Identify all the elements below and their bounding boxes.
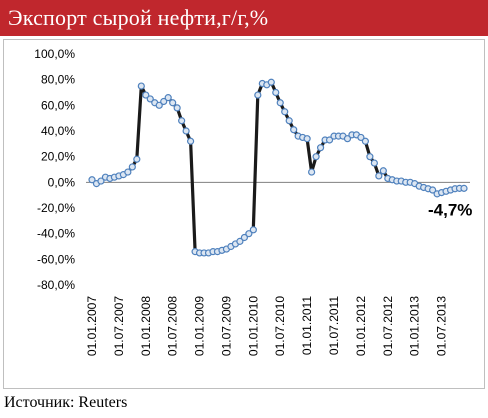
data-point [182, 127, 190, 135]
data-point [178, 117, 186, 125]
plot-area [88, 78, 468, 257]
data-point [88, 176, 96, 184]
data-point [370, 159, 378, 167]
data-point [160, 97, 168, 106]
data-point [254, 91, 262, 99]
line-chart: -80,0% -60,0% -40,0% -20,0% 0,0% 20,0% 40,0% 60… [34, 47, 472, 356]
data-point [312, 153, 320, 161]
x-tick-label: 01.07.2008 [166, 296, 180, 356]
y-tick-label: -20,0% [37, 201, 75, 215]
data-point [146, 95, 154, 103]
data-point [276, 99, 284, 107]
y-tick-label: -60,0% [37, 252, 75, 266]
data-point [187, 137, 195, 145]
source-note: Источник: Reuters [4, 394, 128, 411]
x-tick-label: 01.07.2011 [327, 296, 341, 355]
data-point [97, 177, 105, 185]
data-point [272, 88, 280, 97]
y-tick-label: 40,0% [41, 124, 75, 138]
data-point [290, 126, 298, 134]
data-point [245, 230, 253, 238]
data-point [240, 233, 248, 242]
data-point [460, 184, 468, 192]
x-tick-label: 01.07.2007 [112, 296, 126, 356]
data-point [173, 104, 181, 112]
y-tick-label: 20,0% [41, 150, 75, 164]
x-axis: 01.01.2007 01.07.2007 01.01.2008 01.07.2008… [85, 181, 470, 356]
series-line [90, 80, 464, 255]
y-tick-label: 80,0% [41, 73, 75, 87]
data-point [169, 99, 177, 107]
x-tick-label: 01.01.2007 [85, 296, 99, 356]
x-tick-label: 01.01.2012 [354, 296, 368, 356]
x-tick-label: 01.01.2008 [139, 296, 153, 356]
x-tick-label: 01.01.2010 [246, 296, 260, 356]
x-tick-label: 01.01.2013 [408, 296, 422, 356]
data-point [366, 153, 374, 161]
data-point [375, 172, 383, 180]
data-point [308, 168, 316, 176]
data-point [249, 226, 257, 234]
data-point [303, 135, 311, 143]
data-point [142, 91, 150, 99]
y-axis: -80,0% -60,0% -40,0% -20,0% 0,0% 20,0% 40,0% 60… [34, 47, 75, 292]
x-tick-label: 01.01.2011 [300, 296, 314, 355]
data-point [164, 94, 172, 102]
x-tick-label: 01.07.2010 [273, 296, 287, 356]
data-point [325, 136, 334, 144]
data-point [281, 108, 289, 116]
y-tick-label: 0,0% [48, 175, 76, 189]
last-value-annotation: -4,7% [428, 200, 472, 219]
data-point [379, 167, 387, 175]
y-tick-label: -80,0% [37, 278, 75, 292]
chart-title: Экспорт сырой нефти,г/г,% [0, 0, 488, 36]
data-point [133, 155, 141, 163]
y-tick-label: 100,0% [34, 47, 75, 61]
y-tick-label: -40,0% [37, 227, 75, 241]
x-tick-label: 01.07.2009 [219, 296, 233, 356]
x-tick-label: 01.07.2012 [381, 296, 395, 356]
data-point [236, 237, 244, 245]
x-tick-label: 01.07.2013 [435, 296, 449, 356]
data-point [316, 144, 325, 152]
data-point [357, 133, 365, 142]
data-point [155, 101, 163, 109]
y-tick-label: 60,0% [41, 98, 75, 112]
data-point [285, 117, 293, 125]
data-point [128, 163, 136, 171]
x-tick-label: 01.01.2009 [193, 296, 207, 356]
data-point [137, 82, 145, 90]
data-point [361, 137, 369, 145]
data-point [124, 168, 132, 176]
data-point [429, 186, 437, 194]
data-point [267, 78, 275, 86]
chart-frame: -80,0% -60,0% -40,0% -20,0% 0,0% 20,0% 40,0% 60… [3, 39, 485, 389]
data-point [343, 135, 352, 143]
